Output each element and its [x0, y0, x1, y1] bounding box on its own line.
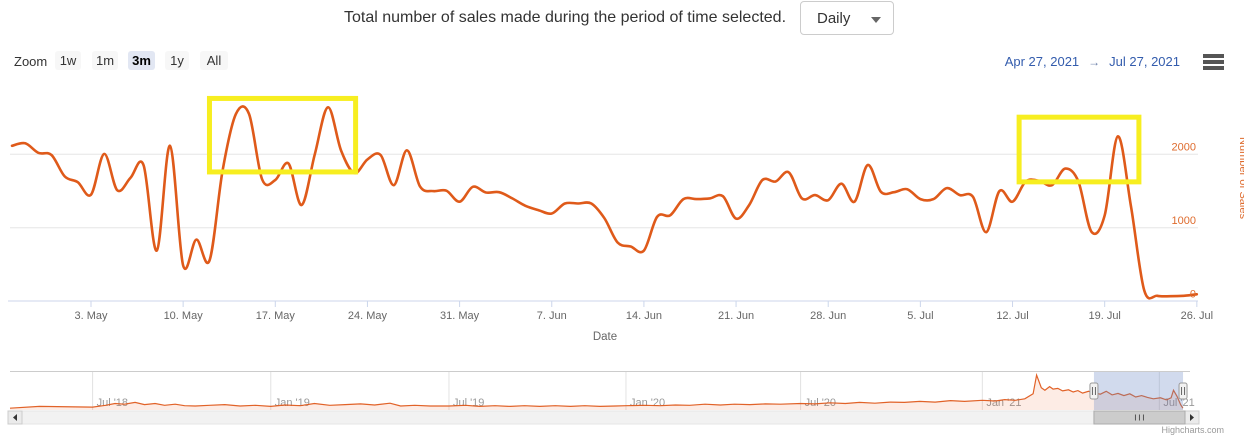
chart-title: Total number of sales made during the pe…	[343, 9, 787, 26]
zoom-label: Zoom	[14, 54, 48, 69]
zoom-button-All[interactable]: All	[200, 51, 228, 70]
highcharts-credits[interactable]: Highcharts.com	[1161, 425, 1224, 435]
date-range-arrow-icon: →	[1088, 54, 1101, 69]
date-range: Apr 27, 2021 → Jul 27, 2021	[1005, 54, 1180, 69]
chevron-down-icon	[871, 17, 881, 23]
to-date-input[interactable]: Jul 27, 2021	[1109, 54, 1180, 69]
context-menu-icon[interactable]	[1203, 54, 1224, 72]
interval-select[interactable]: Daily	[800, 1, 894, 35]
zoom-button-1m[interactable]: 1m	[92, 51, 118, 70]
zoom-button-1w[interactable]: 1w	[55, 51, 81, 70]
zoom-button-3m[interactable]: 3m	[128, 51, 155, 70]
interval-select-value: Daily	[817, 9, 851, 27]
zoom-button-1y[interactable]: 1y	[165, 51, 189, 70]
from-date-input[interactable]: Apr 27, 2021	[1004, 54, 1080, 69]
